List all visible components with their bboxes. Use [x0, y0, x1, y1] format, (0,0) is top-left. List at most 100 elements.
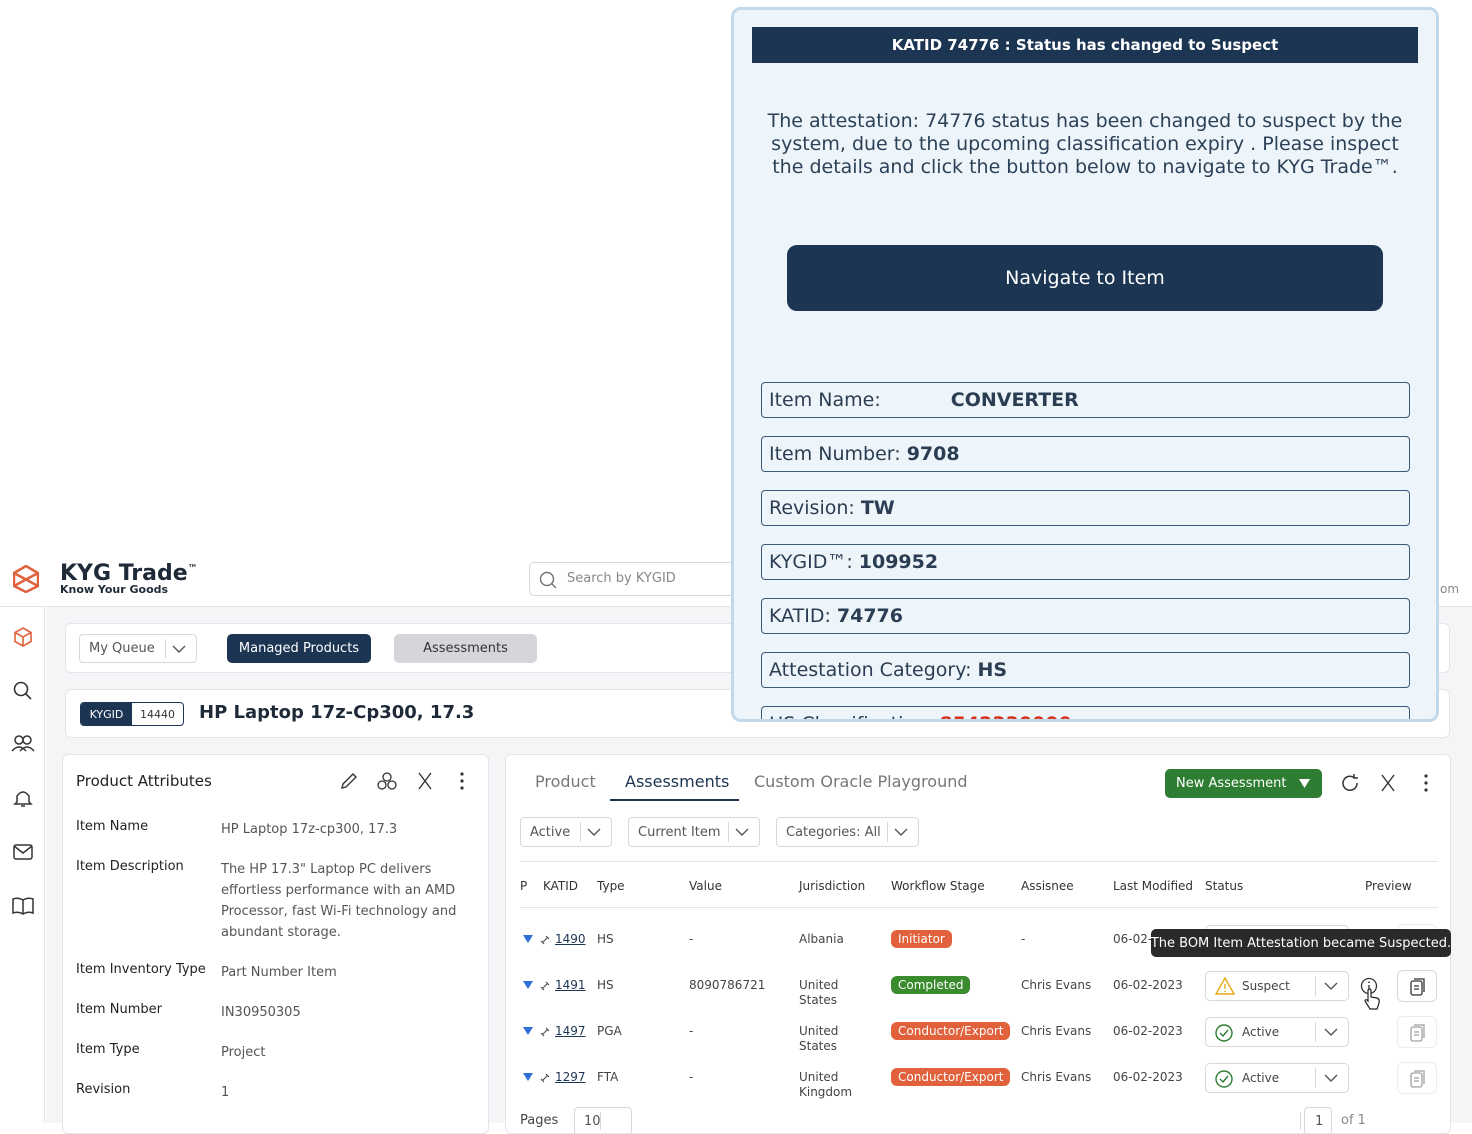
kygid-value: 14440 — [140, 707, 175, 721]
jurisdiction: United States — [799, 1024, 839, 1053]
filter-label: Current Item — [638, 824, 721, 840]
jurisdiction: United States — [799, 978, 839, 1007]
tagline: Know Your Goods — [60, 583, 169, 596]
field-label: Item Name: — [769, 389, 881, 411]
divider — [520, 907, 1438, 908]
structure-icon[interactable] — [376, 771, 398, 791]
expand-toggle[interactable] — [523, 981, 533, 989]
nav-mail[interactable] — [12, 841, 34, 863]
status-select[interactable]: Suspect — [1205, 971, 1349, 1001]
field-label: KYGID™: — [769, 551, 853, 573]
stage-pill: Initiator — [891, 930, 952, 948]
collapse-icon[interactable] — [1379, 773, 1397, 793]
stage-pill: Conductor/Export — [891, 1022, 1011, 1040]
status-label: Suspect — [1242, 979, 1290, 993]
field-value: CONVERTER — [950, 389, 1079, 411]
new-assessment-button[interactable]: New Assessment — [1165, 769, 1322, 798]
katid-link[interactable]: 1297 — [555, 1070, 586, 1084]
tab-active[interactable]: Assessments — [625, 772, 730, 791]
last-modified: 06-02-2023 — [1113, 1024, 1183, 1038]
attr-value: The HP 17.3" Laptop PC delivers effortle… — [221, 862, 457, 940]
link-icon — [540, 1027, 550, 1037]
column-header: Preview — [1365, 879, 1412, 893]
assignee: - — [1021, 932, 1026, 946]
column-header: KATID — [543, 879, 579, 893]
field-value: HS — [977, 659, 1008, 681]
tab-managed-products[interactable]: Managed Products — [227, 634, 371, 663]
attr-value: HP Laptop 17z-cp300, 17.3 — [221, 822, 398, 837]
brand-mark: ™ — [187, 563, 198, 575]
attr-label: Item Name — [76, 819, 149, 834]
more-icon[interactable] — [1423, 773, 1429, 793]
column-header: P — [520, 879, 528, 893]
navigate-button[interactable]: Navigate to Item — [787, 245, 1383, 311]
modal-field: HS Classification: 8542330000 — [761, 706, 1410, 719]
modal-field: Revision: TW — [761, 490, 1410, 526]
status-select[interactable]: Active — [1205, 1017, 1349, 1047]
stage-pill: Conductor/Export — [891, 1068, 1011, 1086]
katid-link[interactable]: 1490 — [555, 932, 586, 946]
refresh-icon[interactable] — [1340, 773, 1360, 793]
collapse-icon[interactable] — [416, 771, 434, 791]
nav-search[interactable] — [12, 680, 34, 702]
nav-alerts[interactable] — [12, 787, 34, 809]
column-header: Last Modified — [1113, 879, 1194, 893]
queue-label: My Queue — [89, 641, 155, 656]
modal-field: Item Name: CONVERTER — [761, 382, 1410, 418]
tab[interactable]: Custom Oracle Playground — [754, 772, 968, 791]
page-number-value: 1 — [1315, 1113, 1324, 1129]
katid-link[interactable]: 1497 — [555, 1024, 586, 1038]
tab[interactable]: Product — [535, 772, 596, 791]
column-header: Jurisdiction — [799, 879, 866, 893]
page-size[interactable]: 10 — [574, 1107, 632, 1133]
expand-toggle[interactable] — [523, 1073, 533, 1081]
kygid-label: KYGID — [81, 703, 132, 725]
value: - — [689, 1070, 694, 1084]
value: - — [689, 932, 694, 946]
preview-button[interactable] — [1397, 1062, 1437, 1094]
edit-icon[interactable] — [339, 771, 359, 791]
expand-toggle[interactable] — [523, 1027, 533, 1035]
status-select[interactable]: Active — [1205, 1063, 1349, 1093]
attr-value: Part Number Item — [221, 965, 337, 980]
search-placeholder: Search by KYGID — [567, 571, 676, 586]
nav-users[interactable] — [11, 733, 35, 755]
search-box[interactable]: Search by KYGID — [529, 562, 759, 596]
field-label: Item Number: — [769, 443, 901, 465]
filter-select[interactable]: Active — [520, 817, 612, 847]
tab-assessments[interactable]: Assessments — [394, 634, 537, 663]
filter-label: Active — [530, 824, 571, 840]
katid-link[interactable]: 1491 — [555, 978, 586, 992]
nav-docs[interactable] — [11, 895, 35, 917]
column-header: Workflow Stage — [891, 879, 985, 893]
status-label: Active — [1242, 1025, 1280, 1039]
brand-name: KYG Trade — [60, 561, 188, 586]
status-label: Active — [1242, 1071, 1280, 1085]
attributes-panel: Product Attributes Item Name HP Laptop 17… — [62, 754, 489, 1134]
link-icon — [540, 1073, 550, 1083]
nav-products[interactable] — [12, 626, 34, 648]
page-count: of 1 — [1341, 1113, 1366, 1128]
queue-select[interactable]: My Queue — [79, 634, 197, 663]
modal-field: KYGID™: 109952 — [761, 544, 1410, 580]
attr-label: Revision — [76, 1082, 131, 1097]
filter-select[interactable]: Categories: All — [776, 817, 919, 847]
field-value: TW — [860, 497, 895, 519]
assignee: Chris Evans — [1021, 978, 1092, 992]
attr-label: Item Type — [76, 1042, 140, 1057]
page-number[interactable]: 1 — [1300, 1107, 1332, 1133]
preview-button[interactable] — [1397, 1016, 1437, 1048]
filter-select[interactable]: Current Item — [628, 817, 760, 847]
more-icon[interactable] — [459, 771, 465, 791]
type: HS — [597, 932, 614, 946]
divider — [520, 861, 1438, 862]
preview-button[interactable] — [1397, 970, 1437, 1002]
assignee: Chris Evans — [1021, 1070, 1092, 1084]
column-header: Type — [597, 879, 625, 893]
kygid-badge: KYGID 14440 — [80, 702, 184, 726]
attr-label: Item Number — [76, 1002, 162, 1017]
tooltip: The BOM Item Attestation became Suspecte… — [1151, 929, 1451, 957]
field-label: KATID: — [769, 605, 831, 627]
expand-toggle[interactable] — [523, 935, 533, 943]
attr-value: 1 — [221, 1085, 230, 1100]
